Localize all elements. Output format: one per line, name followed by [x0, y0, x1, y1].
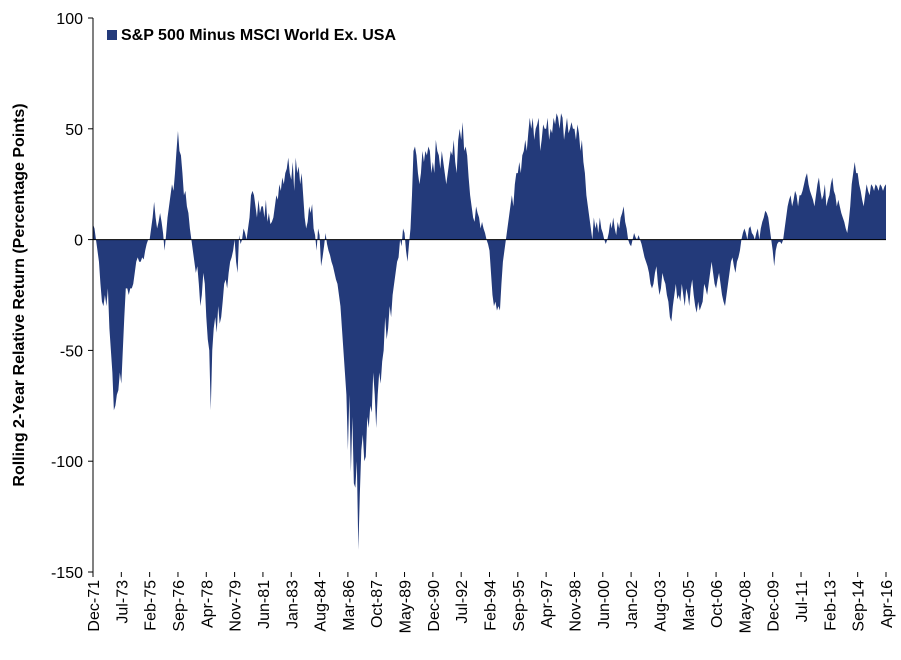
- x-tick-label: Sep-95: [511, 580, 528, 632]
- x-tick-label: Sep-76: [171, 580, 188, 632]
- area: [93, 113, 886, 550]
- y-tick-label: 0: [74, 233, 83, 250]
- y-tick-label: -100: [51, 454, 83, 471]
- y-tick-label: -150: [51, 565, 83, 582]
- x-tick-label: Jan-83: [284, 580, 301, 629]
- x-tick-label: Nov-79: [228, 580, 245, 632]
- x-tick-label: Nov-98: [567, 580, 584, 632]
- x-tick-label: Oct-06: [709, 580, 726, 628]
- x-tick-label: Jul-11: [794, 580, 811, 622]
- x-tick-label: Apr-16: [879, 580, 896, 628]
- x-tick-label: Jul-92: [454, 580, 471, 624]
- y-tick-label: 100: [56, 11, 83, 28]
- x-tick-label: Feb-13: [822, 580, 839, 631]
- y-tick-label: -50: [60, 343, 83, 360]
- x-tick-label: Dec-09: [766, 580, 783, 632]
- x-tick-label: Jun-00: [596, 580, 613, 629]
- x-tick-label: Jun-81: [256, 580, 273, 629]
- x-tick-label: Dec-90: [426, 580, 443, 632]
- y-axis-title: Rolling 2-Year Relative Return (Percenta…: [11, 103, 28, 486]
- x-tick-label: Apr-78: [199, 580, 216, 628]
- x-tick-label: Oct-87: [369, 580, 386, 628]
- legend-label: S&P 500 Minus MSCI World Ex. USA: [121, 27, 396, 44]
- x-tick-label: Sep-14: [851, 580, 868, 632]
- x-tick-label: Feb-94: [483, 580, 500, 631]
- x-tick-label: Dec-71: [86, 580, 103, 632]
- x-tick-label: Mar-86: [341, 580, 358, 631]
- x-tick-label: Feb-75: [143, 580, 160, 631]
- x-tick-label: Jul-73: [114, 580, 131, 624]
- x-tick-label: Apr-97: [539, 580, 556, 628]
- x-tick-label: May-89: [398, 580, 415, 633]
- y-tick-label: 50: [65, 122, 83, 139]
- x-tick-label: Mar-05: [681, 580, 698, 631]
- x-tick-label: Aug-03: [652, 580, 669, 632]
- x-tick-label: May-08: [737, 580, 754, 633]
- x-tick-label: Aug-84: [313, 580, 330, 632]
- legend-swatch: [107, 30, 117, 40]
- x-tick-label: Jan-02: [624, 580, 641, 629]
